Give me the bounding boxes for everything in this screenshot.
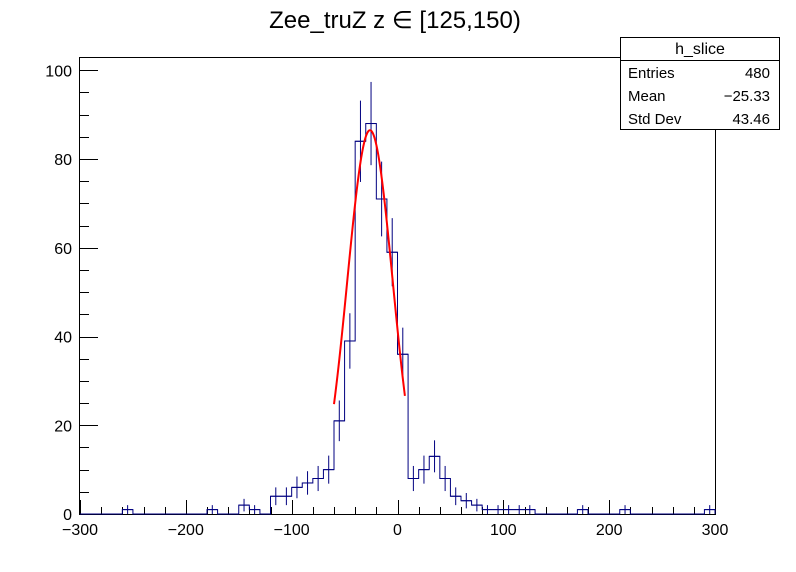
chart-title: Zee_truZ z ∈ [125,150) <box>269 7 521 34</box>
stats-box-frame <box>620 37 780 130</box>
x-tick-label: −300 <box>62 522 98 539</box>
stats-mean-value: −25.33 <box>724 88 770 105</box>
stats-box-title: h_slice <box>675 41 725 58</box>
x-tick-label: 200 <box>596 522 623 539</box>
gaussian-fit <box>333 129 406 405</box>
axis-ticks <box>80 70 716 515</box>
stats-box: h_slice Entries 480 Mean −25.33 Std Dev … <box>620 37 780 130</box>
stats-stddev-label: Std Dev <box>628 111 682 128</box>
stats-entries-value: 480 <box>745 65 770 82</box>
y-tick-label: 100 <box>45 63 72 80</box>
stats-mean-label: Mean <box>628 88 666 105</box>
histogram-series <box>80 81 716 515</box>
y-tick-label: 40 <box>54 330 72 347</box>
y-tick-label: 60 <box>54 241 72 258</box>
y-tick-label: 0 <box>63 507 72 524</box>
fit-curve <box>333 129 406 405</box>
plot-frame <box>79 57 716 515</box>
x-tick-label: 100 <box>490 522 517 539</box>
y-tick-labels: 0 20 40 60 80 100 <box>45 63 72 524</box>
y-tick-label: 20 <box>54 418 72 435</box>
x-tick-label: −200 <box>168 522 204 539</box>
stats-entries-label: Entries <box>628 65 675 82</box>
y-tick-label: 80 <box>54 152 72 169</box>
histogram-outline <box>80 123 716 515</box>
x-tick-label: 300 <box>702 522 729 539</box>
stats-stddev-value: 43.46 <box>732 111 770 128</box>
x-tick-labels: −300 −200 −100 0 100 200 300 <box>62 522 728 539</box>
x-tick-label: 0 <box>393 522 402 539</box>
x-tick-label: −100 <box>274 522 310 539</box>
